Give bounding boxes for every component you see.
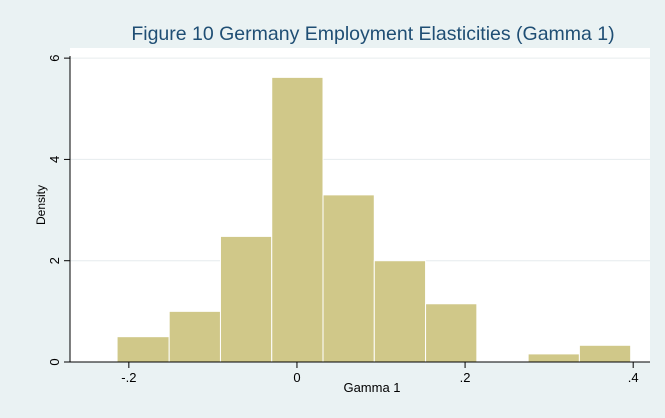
y-tick-label: 2 [47,257,62,264]
x-tick-label: .4 [628,370,639,385]
chart-title: Figure 10 Germany Employment Elasticitie… [131,23,614,45]
tick-labels: -.2 0 .2 .4 0 2 4 6 [47,55,639,385]
y-axis-label: Density [34,185,48,225]
histogram-bar [527,353,580,363]
histogram-bar [219,235,273,363]
histogram-bar [116,336,170,363]
histogram-bars [116,76,632,363]
y-tick-label: 4 [47,156,62,163]
histogram-bar [425,303,478,363]
x-tick-label: 0 [293,370,300,385]
histogram-bar [578,344,632,363]
histogram-bar [168,310,221,363]
histogram-bar [373,260,427,363]
histogram-bar [322,194,375,363]
y-tick-label: 6 [47,55,62,62]
x-tick-label: .2 [460,370,471,385]
x-axis-label: Gamma 1 [343,380,400,395]
x-tick-label: -.2 [121,370,136,385]
axes [69,56,650,363]
histogram-bar [271,76,324,363]
y-tick-label: 0 [47,358,62,365]
